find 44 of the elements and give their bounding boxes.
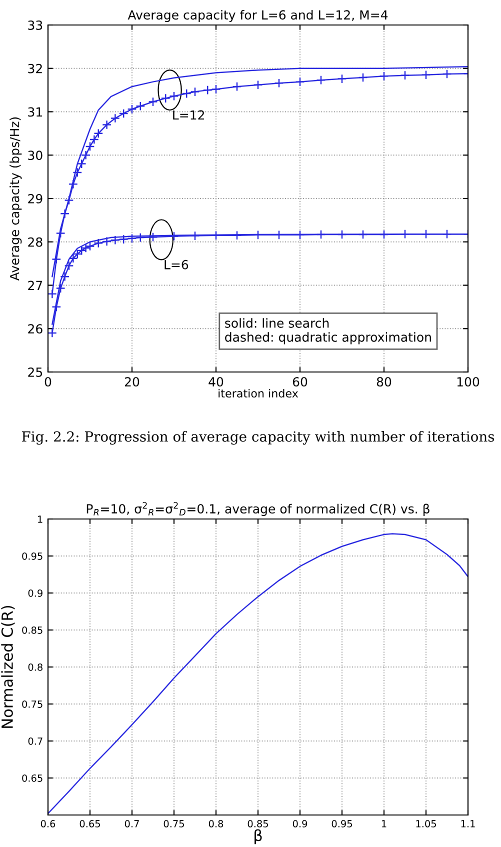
x-tick-label: 0.65: [80, 820, 100, 828]
x-tick-label: 100: [457, 377, 480, 387]
x-tick-label: 0: [44, 377, 52, 387]
x-tick-label: 0.6: [40, 820, 56, 828]
y-tick-label: 30: [28, 150, 42, 160]
y-tick-label: 1: [38, 516, 42, 523]
caption: Fig. 2.2: Progression of average capacity with number of iterations: [22, 430, 494, 445]
y-tick-label: 0.8: [28, 663, 42, 671]
x-tick-label: 0.9: [292, 820, 308, 828]
y-tick-label: 0.95: [22, 552, 42, 560]
x-tick-label: 0.7: [124, 820, 139, 828]
y-tick-label: 33: [28, 20, 42, 30]
y-tick-label: 28: [28, 237, 42, 247]
y-axis-title: Average capacity (bps/Hz): [10, 117, 22, 281]
x-tick-label: 0.75: [164, 820, 184, 828]
chart-title: P$_{R}$=10, σ$^{2}$$_{R}$=σ$^{2}$$_{D}$=0.1, average of normalized C(R) vs. β: [86, 502, 430, 516]
x-tick-label: 60: [292, 377, 308, 387]
y-tick-label: 32: [28, 64, 42, 74]
y-tick-label: 26: [28, 324, 42, 334]
y-tick-label: 25: [28, 367, 42, 377]
x-tick-label: 80: [376, 377, 392, 387]
x-axis-title: β: [254, 829, 262, 844]
x-tick-label: 0.85: [248, 820, 268, 828]
x-tick-label: 40: [208, 377, 224, 387]
x-tick-label: 0.8: [208, 820, 224, 828]
x-tick-label: 0.95: [332, 820, 352, 828]
x-tick-label: 1.1: [461, 820, 475, 828]
y-tick-label: 0.85: [22, 626, 42, 634]
x-tick-label: 20: [124, 377, 140, 387]
annotation: L=12: [173, 110, 204, 120]
y-tick-label: 0.65: [22, 774, 42, 782]
x-axis-title: iteration index: [218, 388, 298, 398]
y-tick-label: 0.7: [28, 737, 42, 745]
y-tick-label: 27: [28, 280, 42, 290]
chart-title: Average capacity for L=6 and L=12, M=4: [128, 10, 388, 22]
y-tick-label: 0.9: [28, 589, 42, 597]
y-tick-label: 29: [28, 194, 42, 204]
x-tick-label: 1: [382, 820, 386, 828]
y-tick-label: 0.75: [22, 700, 42, 708]
y-axis-title: Normalized C(R): [1, 606, 15, 728]
y-tick-label: 31: [28, 107, 42, 117]
annotation: solid: line search dashed: quadratic approximation: [225, 318, 431, 344]
annotation: L=6: [164, 260, 188, 270]
x-tick-label: 1.05: [416, 820, 436, 828]
